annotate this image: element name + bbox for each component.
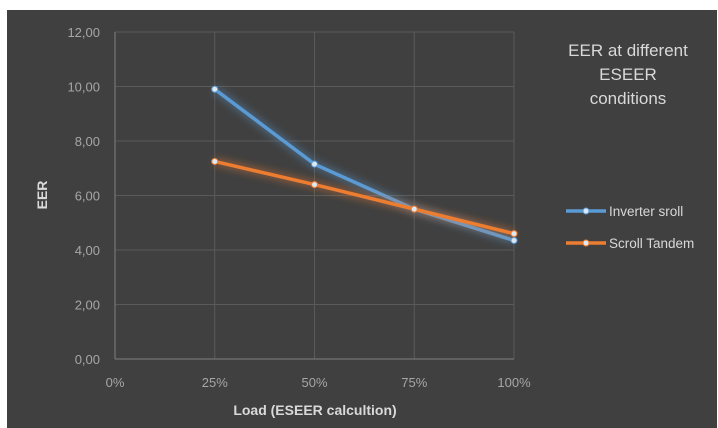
chart-title-line-1: EER at different: [568, 41, 688, 60]
chart-title: EER at different ESEER conditions: [568, 41, 688, 108]
data-point: [311, 160, 318, 168]
y-tick-label: 10,00: [67, 80, 100, 95]
x-tick-label: 100%: [497, 375, 531, 390]
x-tick-label: 25%: [202, 375, 228, 390]
chart-title-line-2: ESEER: [599, 65, 657, 84]
x-tick-label: 0%: [106, 375, 125, 390]
legend: Inverter sroll Scroll Tandem: [566, 204, 694, 251]
chart-background: [7, 10, 717, 428]
gridlines: [115, 31, 515, 359]
legend-marker: [582, 239, 590, 247]
data-point: [410, 205, 418, 213]
y-tick-label: 8,00: [75, 134, 100, 149]
series-line: [213, 159, 516, 236]
y-axis-title: EER: [34, 181, 50, 210]
axes: 0,00 2,00 4,00 6,00 8,00 10,00 12,00 0% 25% 50% 75…: [67, 25, 531, 390]
x-axis-title: Load (ESEER calcultion): [233, 402, 396, 418]
legend-marker: [582, 207, 590, 215]
legend-label: Scroll Tandem: [609, 236, 694, 251]
legend-label: Inverter sroll: [609, 204, 683, 219]
series-layer: [211, 85, 518, 244]
data-point: [510, 236, 518, 244]
y-tick-label: 12,00: [67, 25, 100, 40]
y-tick-label: 2,00: [75, 298, 100, 313]
data-point: [211, 157, 219, 165]
x-tick-label: 75%: [401, 375, 427, 390]
y-tick-label: 0,00: [75, 352, 100, 367]
data-point: [311, 181, 318, 189]
data-point: [211, 85, 219, 93]
data-point: [510, 230, 518, 238]
y-tick-label: 6,00: [75, 189, 100, 204]
chart-title-line-3: conditions: [590, 89, 667, 108]
y-tick-label: 4,00: [75, 243, 100, 258]
x-tick-label: 50%: [301, 375, 327, 390]
